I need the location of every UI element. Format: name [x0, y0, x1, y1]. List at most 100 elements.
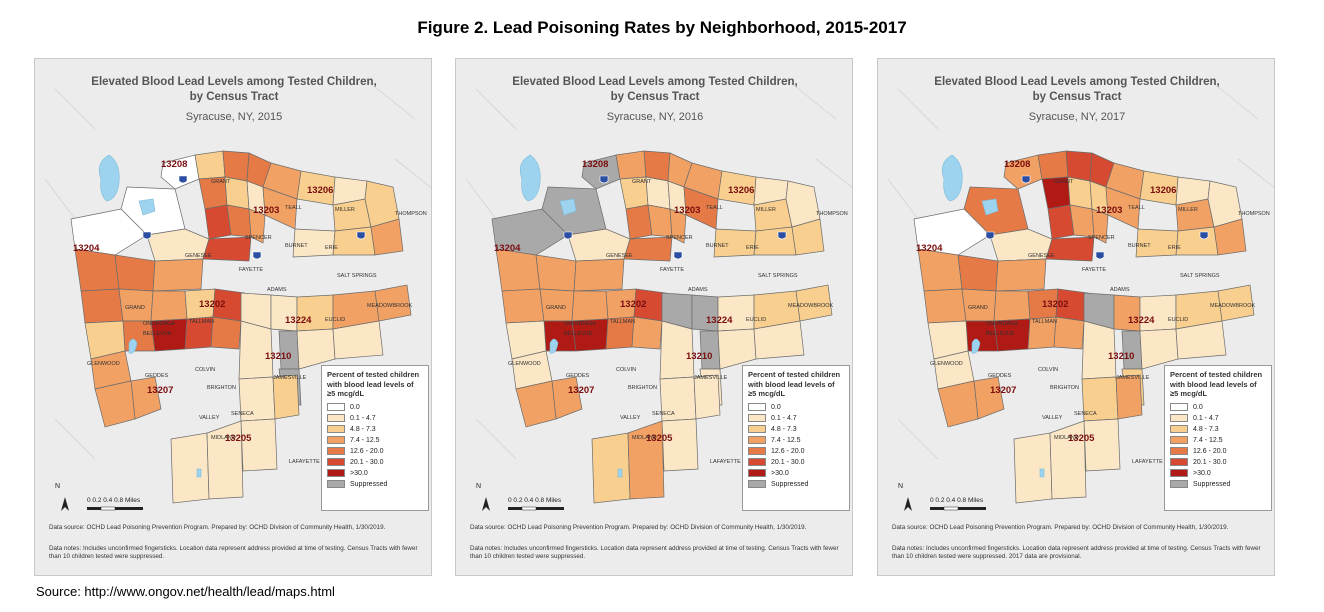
census-tract — [957, 254, 999, 292]
census-tract — [1091, 208, 1109, 244]
street-label: VALLEY — [199, 415, 220, 421]
zip-label: 13205 — [1068, 433, 1095, 444]
street-label: BRIGHTON — [628, 385, 657, 391]
street-label: GENESEE — [1028, 253, 1055, 259]
zip-label: 13208 — [161, 159, 187, 170]
scale-label: 0 0.2 0.4 0.8 Miles — [508, 497, 562, 504]
zip-label: 13224 — [1128, 315, 1155, 326]
interstate-shield-icon — [985, 231, 995, 240]
map-title-line2: by Census Tract — [610, 91, 700, 103]
interstate-shield-icon — [599, 175, 609, 184]
census-tract — [581, 154, 621, 190]
legend-entry: 0.0 — [327, 402, 423, 413]
zip-label: 13210 — [265, 351, 291, 362]
street-label: ONONDAGA — [564, 321, 596, 327]
scale-bar — [508, 506, 564, 511]
map-subtitle: Syracuse, NY, 2015 — [185, 111, 283, 123]
street-label: TALLMAN — [189, 319, 214, 325]
street-label: GRAND — [968, 305, 988, 311]
census-tract — [913, 208, 991, 256]
legend-swatch — [1170, 436, 1188, 444]
census-tract — [699, 330, 721, 370]
census-tract — [573, 258, 625, 292]
background-road — [465, 178, 497, 220]
census-tract — [1175, 320, 1227, 360]
zip-label: 13202 — [620, 299, 646, 310]
street-label: GEDDES — [145, 373, 169, 379]
street-label: TEALL — [285, 205, 302, 211]
choropleth-map: 13208 13206 13203 13204 13202 13224 13210 13207… — [44, 78, 431, 511]
zip-label: 13203 — [1096, 205, 1122, 216]
zip-label: 13206 — [728, 185, 754, 196]
interstate-shield-icon — [1021, 175, 1031, 184]
scale-bar — [87, 506, 143, 511]
census-tract — [222, 150, 250, 182]
legend-swatch — [327, 480, 345, 488]
legend-label: 4.8 - 7.3 — [350, 425, 376, 433]
pond-icon — [617, 468, 623, 478]
street-label: SALT SPRINGS — [1180, 273, 1220, 279]
street-label: JAMESVILLE — [694, 375, 728, 381]
legend-entry: 7.4 - 12.5 — [327, 435, 423, 446]
street-label: BELLEVUE — [564, 331, 593, 337]
legend-label: 0.0 — [771, 403, 781, 411]
background-road — [475, 418, 517, 460]
street-label: MIDLAND — [1054, 435, 1079, 441]
census-tract — [669, 208, 687, 244]
interstate-shield-icon — [1199, 231, 1209, 240]
street-label: ERIE — [1168, 245, 1181, 251]
census-tract — [114, 254, 156, 292]
legend-swatch — [327, 447, 345, 455]
zip-label: 13206 — [307, 185, 333, 196]
census-tract — [591, 432, 631, 504]
zip-label: 13203 — [253, 205, 279, 216]
census-tract — [1175, 226, 1219, 256]
zip-label: 13210 — [1108, 351, 1134, 362]
street-label: GEDDES — [566, 373, 590, 379]
legend-label: 12.6 - 20.0 — [771, 447, 805, 455]
street-label: EUCLID — [325, 317, 345, 323]
street-label: SPENCER — [1088, 235, 1115, 241]
street-label: ONONDAGA — [143, 321, 175, 327]
street-label: ERIE — [746, 245, 759, 251]
legend-label: 0.1 - 4.7 — [350, 414, 376, 422]
census-tract — [1121, 330, 1143, 370]
census-tract — [693, 374, 721, 420]
census-tracts — [70, 150, 412, 504]
background-road — [394, 158, 431, 188]
census-tract — [248, 208, 266, 244]
census-tract — [206, 420, 244, 500]
census-tract — [1115, 374, 1143, 420]
legend-swatch — [748, 458, 766, 466]
street-label: THOMPSON — [1238, 211, 1270, 217]
legend-swatch — [327, 425, 345, 433]
background-road — [364, 78, 416, 120]
street-label: GRAND — [546, 305, 566, 311]
source-note: Source: http://www.ongov.net/health/lead… — [36, 584, 335, 599]
zip-label: 13202 — [199, 299, 225, 310]
census-tract — [94, 380, 136, 428]
zip-label: 13224 — [706, 315, 733, 326]
legend-swatch — [748, 447, 766, 455]
census-tract — [1013, 432, 1053, 504]
legend-entry: >30.0 — [748, 468, 844, 479]
map-legend: Percent of tested children with blood le… — [742, 365, 850, 511]
street-label: SPENCER — [245, 235, 272, 241]
census-tract — [551, 376, 583, 420]
pond-icon — [138, 198, 156, 216]
census-tract — [1207, 180, 1243, 228]
street-label: MEADOWBROOK — [1210, 303, 1256, 309]
interstate-shield-icon — [142, 231, 152, 240]
legend-label: 4.8 - 7.3 — [771, 425, 797, 433]
map-title-line1: Elevated Blood Lead Levels among Tested … — [512, 76, 798, 88]
census-tract — [643, 150, 671, 182]
street-label: GLENWOOD — [508, 361, 541, 367]
data-notes: Data notes: Includes unconfirmed fingers… — [49, 545, 418, 560]
background-road — [897, 88, 939, 130]
choropleth-map: 13208 13206 13203 13204 13202 13224 13210 13207… — [465, 78, 852, 511]
legend-entry: 12.6 - 20.0 — [748, 446, 844, 457]
legend-entry: 12.6 - 20.0 — [1170, 446, 1266, 457]
zip-label: 13204 — [73, 243, 100, 254]
street-label: GENESEE — [185, 253, 212, 259]
street-label: ERIE — [325, 245, 338, 251]
